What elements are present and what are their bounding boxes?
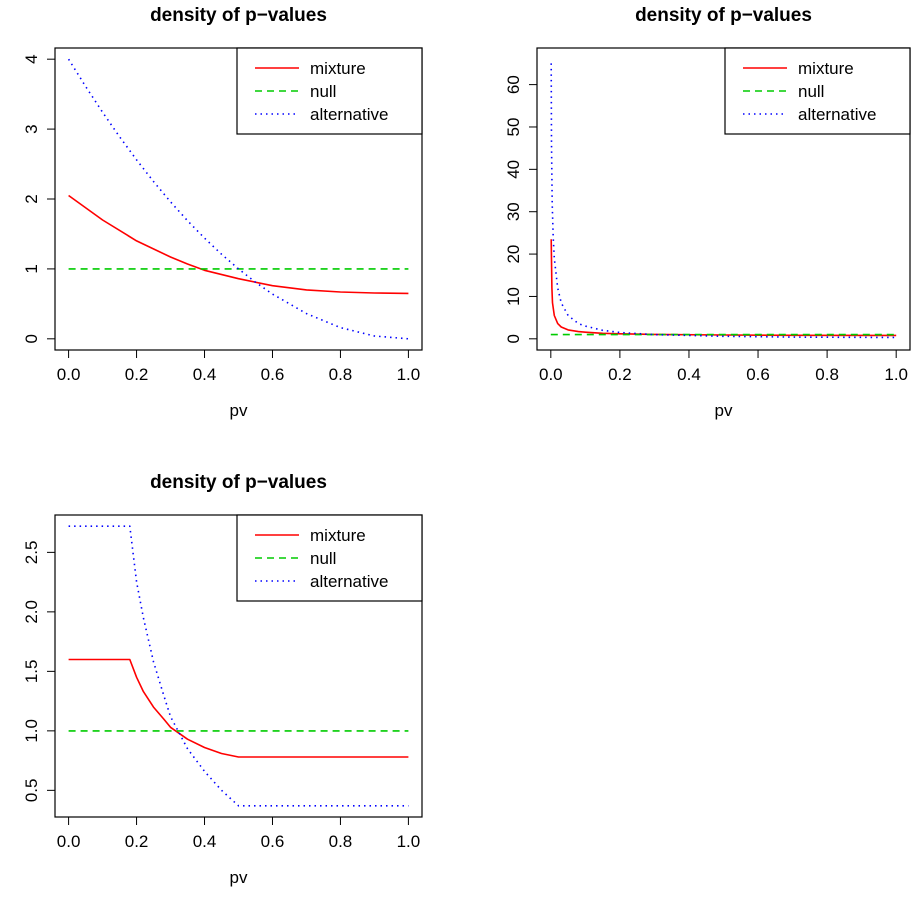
series-group	[68, 525, 409, 807]
legend-label-alternative: alternative	[798, 105, 876, 124]
chart-1: density of p−values 0.0 0.2 0.4 0.6 0.8 1.0 pv 0…	[22, 5, 423, 420]
x-tick-label: 0.8	[329, 832, 353, 851]
y-tick-label: 0.5	[22, 779, 41, 803]
plot-frame	[536, 47, 911, 351]
x-tick-label: 0.4	[677, 365, 701, 384]
chart-3: density of p−values 0.0 0.2 0.4 0.6 0.8 1.0 pv 0…	[22, 472, 423, 887]
y-tick-label: 60	[504, 75, 523, 94]
y-tick-label: 0	[504, 334, 523, 343]
legend: mixture null alternative	[724, 47, 911, 135]
x-tick-label: 0.6	[261, 832, 285, 851]
y-tick-label: 1	[22, 264, 41, 273]
y-axis: 0 1 2 3 4	[22, 54, 55, 344]
x-tick-label: 0.4	[193, 832, 217, 851]
x-tick-label: 0.0	[539, 365, 563, 384]
x-tick-label: 0.2	[125, 832, 149, 851]
x-axis: 0.0 0.2 0.4 0.6 0.8 1.0	[57, 350, 420, 384]
x-axis: 0.0 0.2 0.4 0.6 0.8 1.0	[57, 817, 420, 851]
x-tick-label: 0.0	[57, 832, 81, 851]
y-tick-label: 40	[504, 160, 523, 179]
chart-title: density of p−values	[150, 472, 327, 493]
y-tick-label: 1.5	[22, 660, 41, 684]
series-group	[550, 63, 897, 339]
legend-label-null: null	[798, 82, 824, 101]
x-tick-label: 0.2	[608, 365, 632, 384]
legend-label-null: null	[310, 549, 336, 568]
x-tick-label: 0.0	[57, 365, 81, 384]
legend-label-mixture: mixture	[310, 526, 366, 545]
legend-label-alternative: alternative	[310, 105, 388, 124]
legend-label-mixture: mixture	[310, 59, 366, 78]
x-axis-label: pv	[230, 401, 248, 420]
x-tick-label: 0.4	[193, 365, 217, 384]
legend-label-null: null	[310, 82, 336, 101]
chart-title: density of p−values	[635, 5, 812, 26]
x-axis-label: pv	[715, 401, 733, 420]
y-tick-label: 20	[504, 245, 523, 264]
x-tick-label: 0.2	[125, 365, 149, 384]
y-tick-label: 4	[22, 54, 41, 63]
y-tick-label: 30	[504, 202, 523, 221]
x-tick-label: 1.0	[884, 365, 908, 384]
legend: mixture null alternative	[236, 514, 423, 602]
y-axis: 0 10 20 30 40 50 60	[504, 75, 537, 344]
chart-title: density of p−values	[150, 5, 327, 26]
legend-label-mixture: mixture	[798, 59, 854, 78]
x-tick-label: 1.0	[397, 365, 421, 384]
x-tick-label: 0.6	[746, 365, 770, 384]
y-tick-label: 3	[22, 124, 41, 133]
y-tick-label: 10	[504, 287, 523, 306]
x-tick-label: 1.0	[397, 832, 421, 851]
y-tick-label: 0	[22, 334, 41, 343]
x-tick-label: 0.6	[261, 365, 285, 384]
legend: mixture null alternative	[236, 47, 423, 135]
y-tick-label: 2	[22, 194, 41, 203]
y-tick-label: 2.5	[22, 541, 41, 565]
x-tick-label: 0.8	[815, 365, 839, 384]
series-mixture-line	[68, 658, 409, 758]
series-mixture-line	[550, 239, 897, 337]
y-tick-label: 2.0	[22, 600, 41, 624]
y-axis: 0.5 1.0 1.5 2.0 2.5	[22, 541, 55, 803]
series-group	[67, 58, 409, 340]
y-tick-label: 50	[504, 118, 523, 137]
x-tick-label: 0.8	[329, 365, 353, 384]
legend-label-alternative: alternative	[310, 572, 388, 591]
chart-2: density of p−values 0.0 0.2 0.4 0.6 0.8 1.0 pv 0…	[504, 5, 911, 420]
x-axis: 0.0 0.2 0.4 0.6 0.8 1.0	[539, 350, 908, 384]
series-mixture-line	[68, 194, 409, 295]
series-alternative-line	[67, 58, 409, 340]
x-axis-label: pv	[230, 868, 248, 887]
y-tick-label: 1.0	[22, 719, 41, 743]
